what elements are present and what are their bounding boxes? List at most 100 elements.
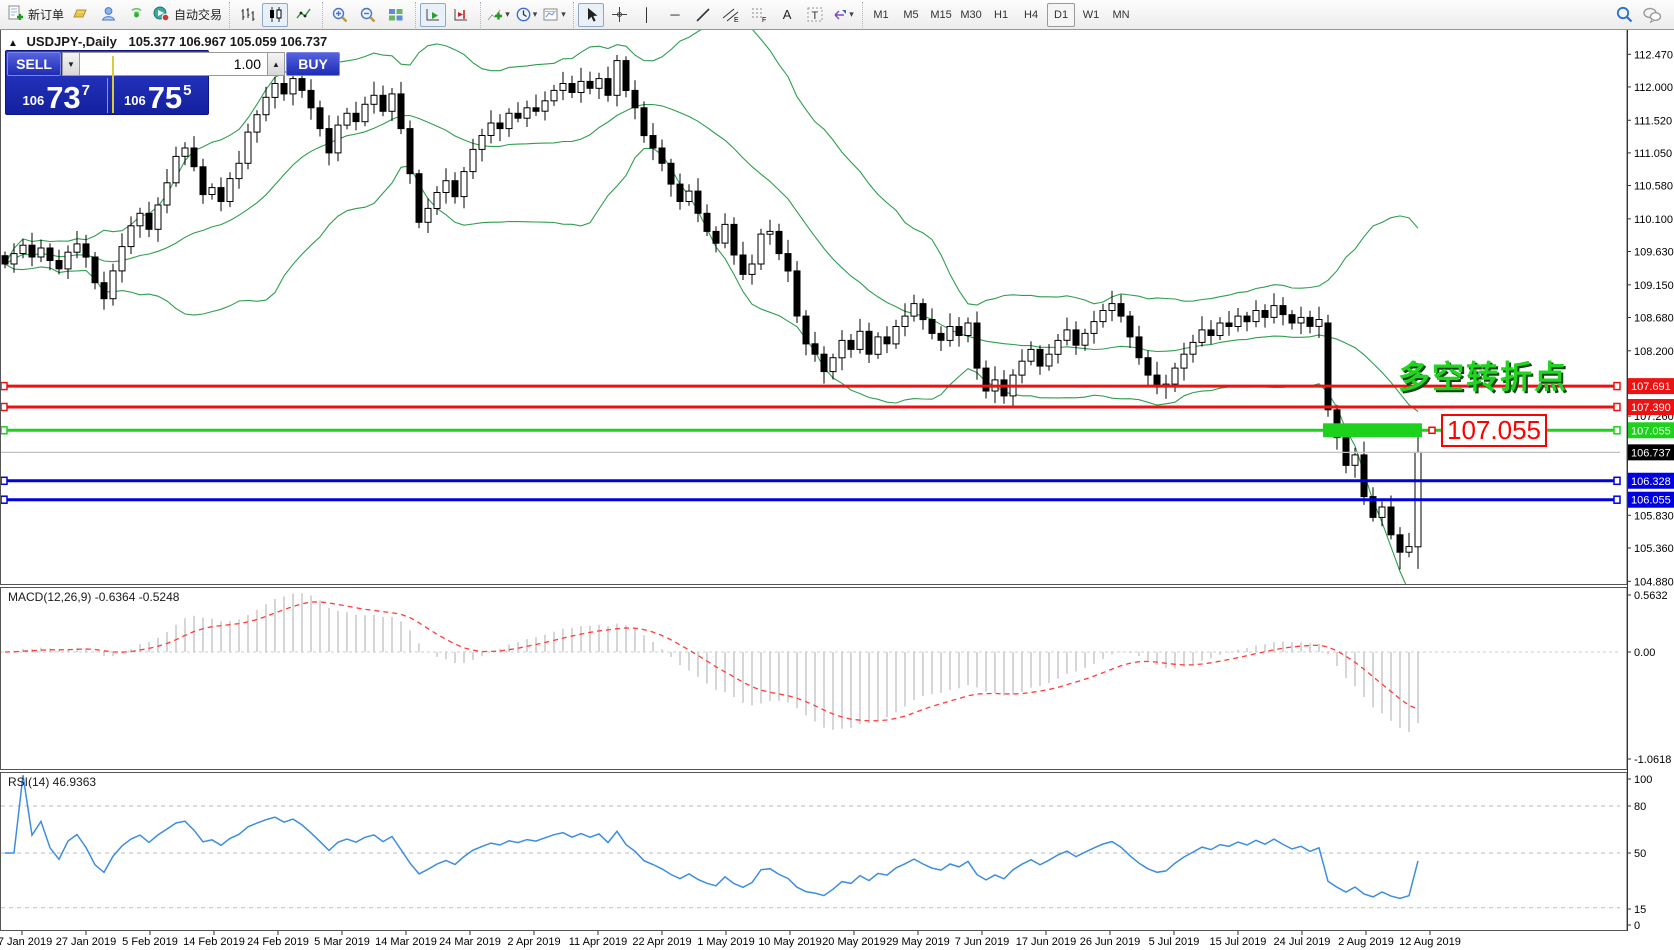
timeframe-h4[interactable]: H4 [1024,8,1039,21]
search-button[interactable] [1611,3,1637,27]
one-click-trading-panel: SELL ▼ ▲ BUY 106 73 7 106 75 5 [5,50,340,115]
chart-annotation-text[interactable]: 多空转折点 [1398,359,1569,395]
horizontal-line-button[interactable]: ─ [662,3,688,27]
trade-panel-prices: 106 73 7 106 75 5 [6,78,208,113]
vertical-line-button[interactable]: │ [634,3,660,27]
indicators-button[interactable]: ▾ [485,3,511,27]
rsi-indicator-label: RSI(14) 46.9363 [8,775,97,789]
toolbar: 新订单 自动交易 ▾ ▾ ▾ │ ─ E F A T ▾ [0,0,1674,30]
chat-bubbles-icon [1643,7,1662,23]
gold-button[interactable] [67,3,93,27]
timeframe-m1[interactable]: M1 [873,8,889,21]
price-badge-label: 106.328 [1631,476,1671,488]
line-chart-mode-button[interactable] [290,3,316,27]
timeframe-group: M1 M5 M15 M30 H1 H4 D1 W1 MN [862,1,1139,28]
date-tick-label: 26 Jun 2019 [1080,936,1141,948]
toolbar-group-insert: ▾ ▾ ▾ [480,1,571,28]
text-label-button[interactable]: T [802,3,828,27]
toolbar-group-trade: 新订单 自动交易 [2,2,227,28]
timeframe-m15[interactable]: M15 [930,8,952,21]
text-button[interactable]: A [774,3,800,27]
horizontal-lines-layer[interactable] [0,381,1621,504]
buy-button[interactable]: BUY [286,52,340,76]
date-tick-label: 1 May 2019 [697,936,754,948]
volume-increase-button[interactable]: ▲ [267,52,285,76]
buy-price-big: 75 [147,79,183,115]
date-tick-label: 24 Feb 2019 [247,936,309,948]
chart-shift-button[interactable] [448,3,474,27]
sell-button[interactable]: SELL [7,52,61,76]
zoom-out-button[interactable] [355,3,381,27]
cursor-button[interactable] [578,2,605,27]
date-tick-label: 24 Mar 2019 [439,936,501,948]
trendline-button[interactable] [690,3,716,27]
new-order-label: 新订单 [28,8,65,22]
indicator-tick-label: 80 [1634,801,1646,813]
bar-chart-mode-button[interactable] [234,3,260,27]
tile-windows-button[interactable] [383,3,409,27]
timeframe-m30[interactable]: M30 [960,8,982,21]
date-tick-label: 5 Mar 2019 [314,936,370,948]
text-label-icon: T [807,7,823,22]
date-tick-label: 17 Jun 2019 [1016,936,1077,948]
date-tick-label: 24 Jul 2019 [1274,936,1331,948]
templates-button[interactable]: ▾ [541,3,567,27]
price-badge-label: 107.055 [1631,425,1671,437]
fibonacci-button[interactable]: F [746,3,772,27]
arrows-button[interactable]: ▾ [830,3,856,27]
vertical-line-object[interactable] [112,56,114,113]
price-tick-label: 105.830 [1634,510,1674,522]
volume-input[interactable] [80,52,267,76]
timeframe-w1[interactable]: W1 [1082,8,1100,21]
svg-text:F: F [762,17,766,23]
price-badge [1628,472,1674,489]
indicator-tick-label: 0.5632 [1634,590,1668,602]
date-axis[interactable]: 17 Jan 2019 27 Jan 2019 5 Feb 2019 14 Feb 2… [0,931,1461,948]
signals-button[interactable] [123,3,149,27]
toolbar-group-zoom [322,1,413,28]
periods-button[interactable]: ▾ [513,3,539,27]
new-order-button[interactable]: 新订单 [6,3,65,27]
date-tick-label: 29 May 2019 [886,936,950,948]
date-tick-label: 14 Mar 2019 [375,936,437,948]
price-tick-label: 111.050 [1634,148,1672,160]
zoom-in-button[interactable] [327,3,353,27]
toolbar-group-scroll [415,1,478,28]
channel-button[interactable]: E [718,3,744,27]
timeframe-d1[interactable]: D1 [1047,2,1076,27]
horizontal-line-icon: ─ [670,7,680,22]
price-tick-label: 112.470 [1634,49,1673,61]
bollinger-bands-layer [4,30,1419,584]
price-level-flag[interactable]: 107.055 [1441,414,1547,447]
auto-scroll-icon [426,8,440,20]
sell-price[interactable]: 106 73 7 [6,78,108,113]
buy-price[interactable]: 106 75 5 [108,78,209,113]
date-tick-label: 17 Jan 2019 [0,936,52,948]
price-tick-label: 109.630 [1634,246,1674,258]
chart-shift-icon [454,8,468,20]
candlestick-mode-button[interactable] [262,2,289,27]
timeframe-mn[interactable]: MN [1112,8,1130,21]
price-axis[interactable]: 112.470 112.000 111.520 111.050 110.580 110.1… [1627,49,1674,588]
community-button[interactable] [1639,3,1665,27]
one-click-toggle-icon[interactable]: ▲ [8,38,18,49]
support-button[interactable] [95,3,121,27]
crosshair-button[interactable] [606,3,632,27]
auto-scroll-button[interactable] [420,2,447,27]
timeframe-m5[interactable]: M5 [903,8,919,21]
price-tick-label: 105.360 [1634,543,1674,555]
date-tick-label: 12 Aug 2019 [1399,936,1461,948]
support-person-icon [100,5,117,25]
price-badge [1628,491,1674,508]
price-badge [1628,378,1674,395]
autotrading-button[interactable]: 自动交易 [151,3,223,27]
volume-decrease-button[interactable]: ▼ [62,52,80,76]
timeframe-h1[interactable]: H1 [994,8,1009,21]
indicator-axes[interactable]: 0.5632 0.00 -1.0618 100 80 50 15 0 [1627,590,1671,932]
price-tick-label: 109.150 [1634,280,1674,292]
sell-price-sup: 7 [81,82,91,99]
autotrading-label: 自动交易 [174,8,223,22]
indicator-tick-label: -1.0618 [1634,754,1671,766]
buy-price-prefix: 106 [123,93,146,108]
